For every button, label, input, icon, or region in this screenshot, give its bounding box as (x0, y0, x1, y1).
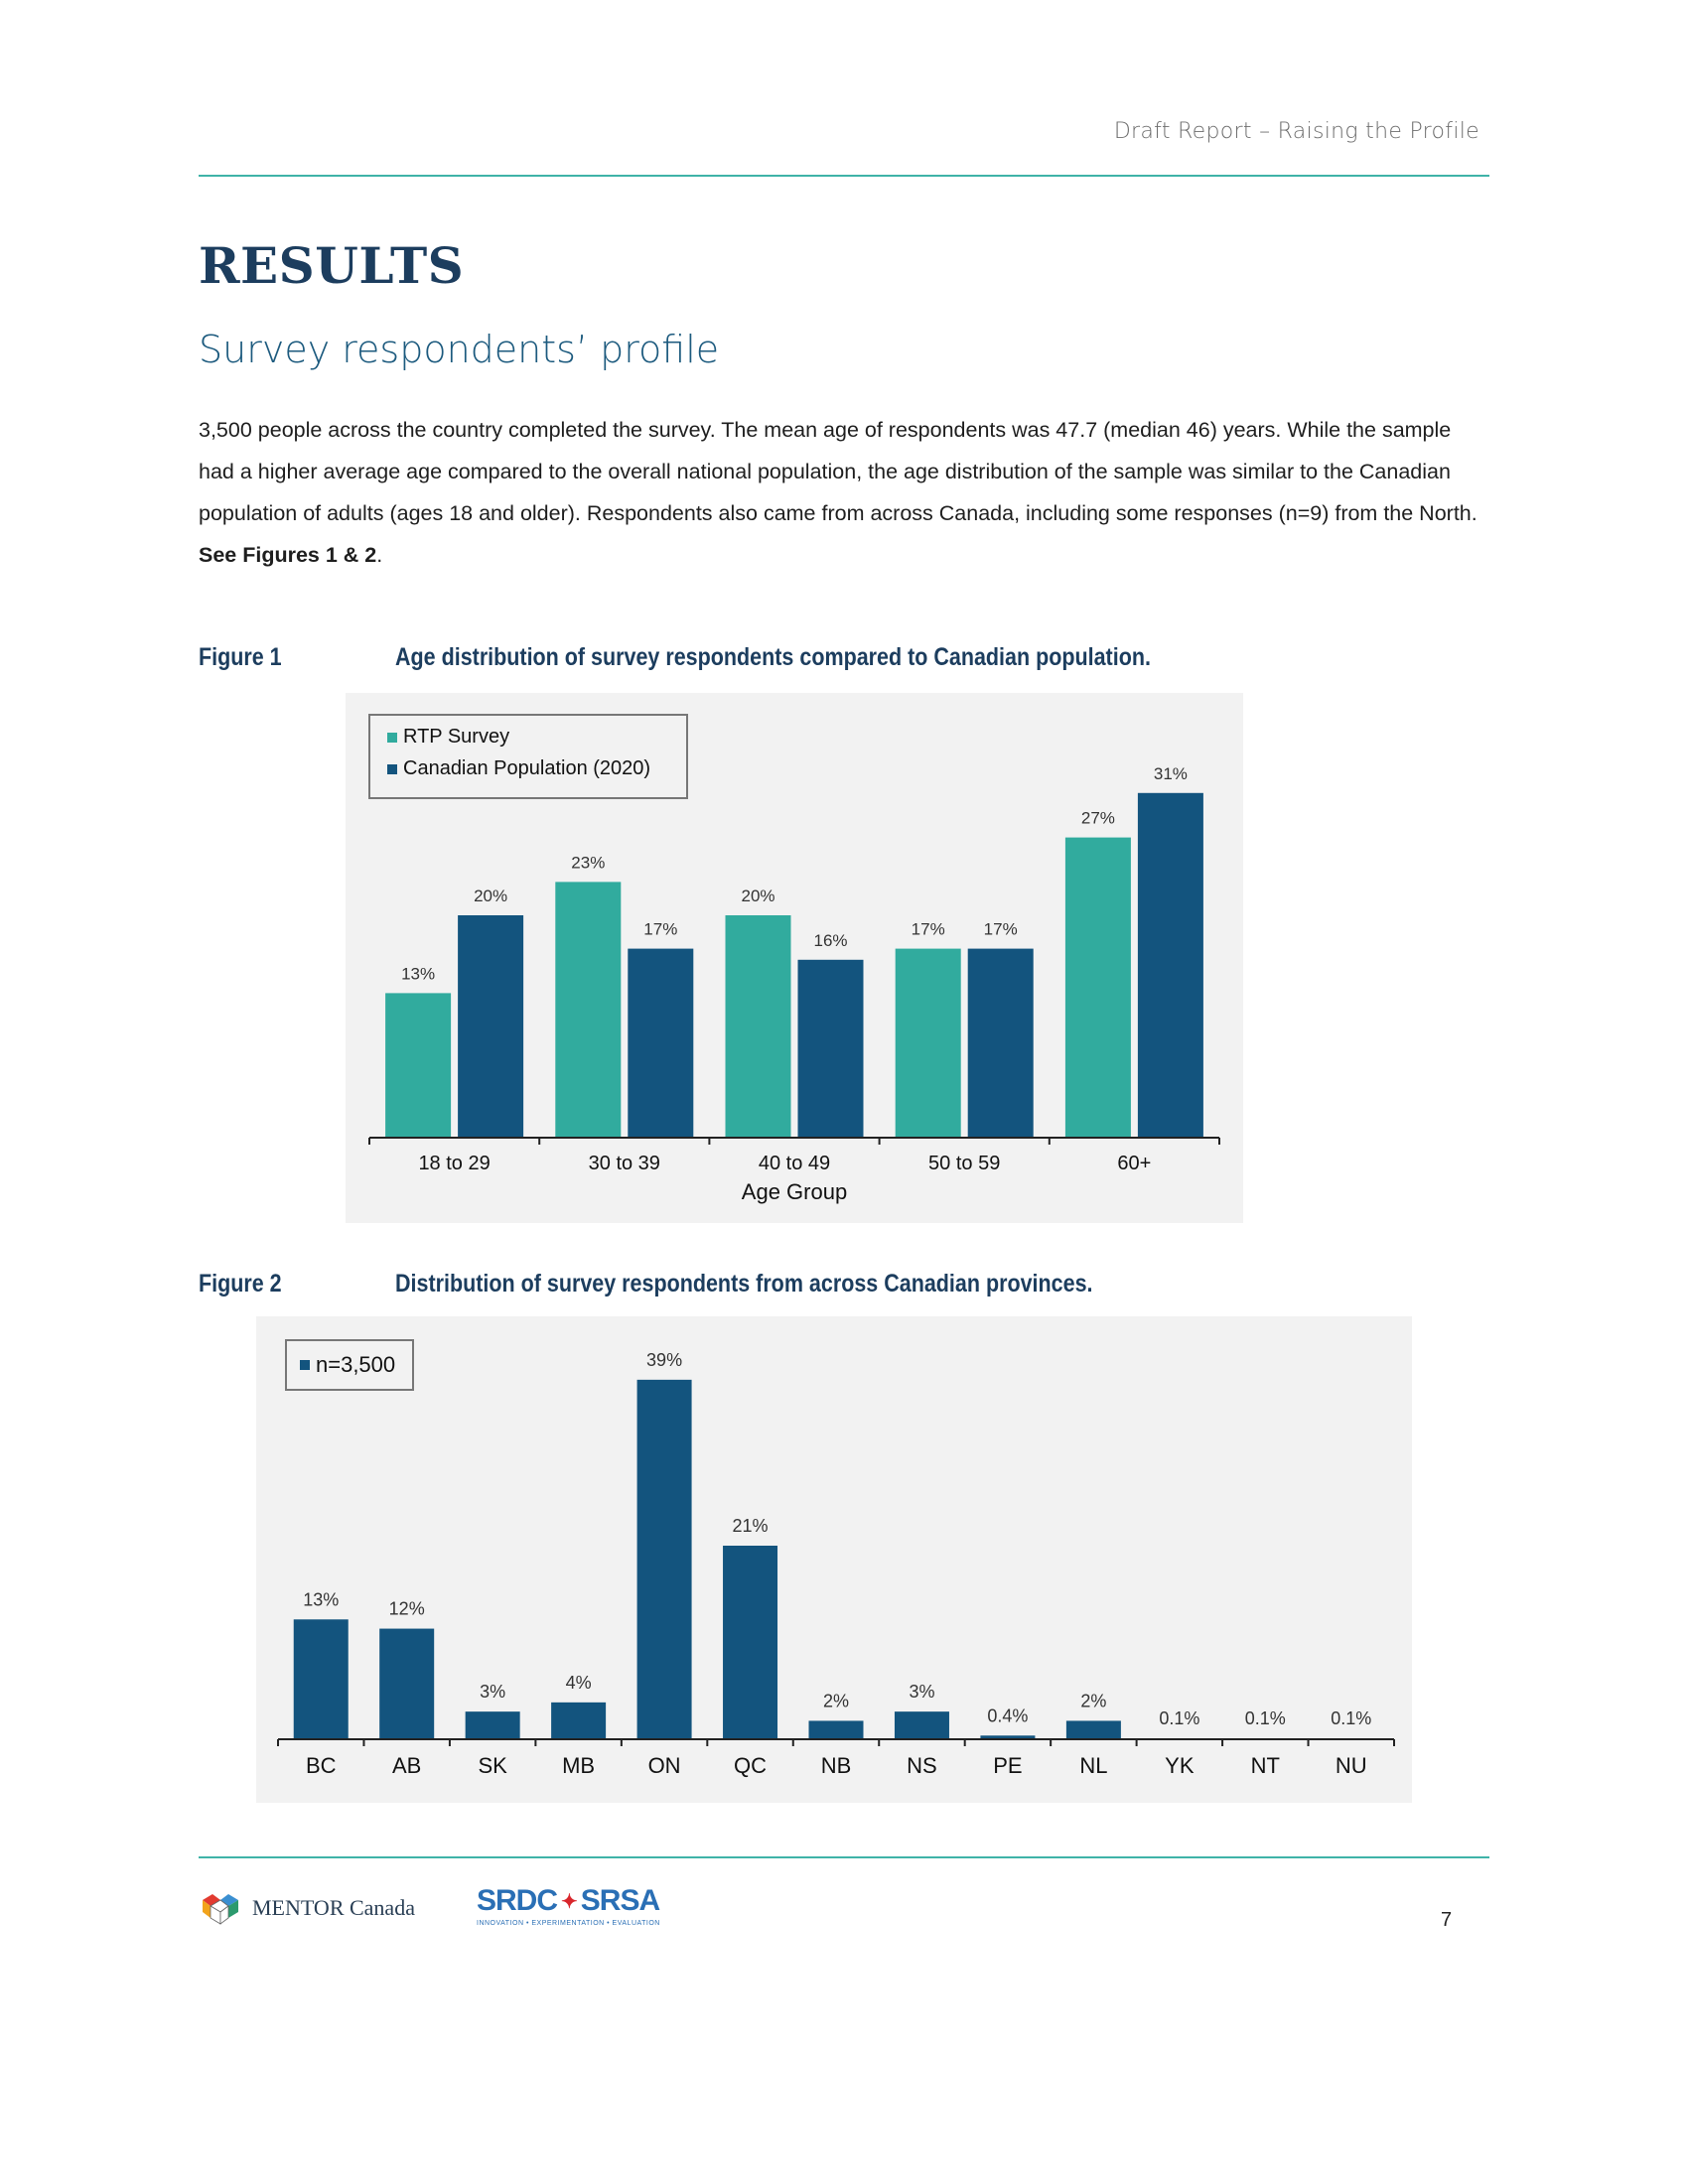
chart1-tick-label: 40 to 49 (759, 1153, 830, 1174)
footer-rule (199, 1856, 1489, 1858)
chart2-data-label: 0.1% (1245, 1708, 1286, 1728)
running-header: Draft Report – Raising the Profile (1113, 119, 1479, 144)
chart2-data-label: 0.1% (1159, 1708, 1199, 1728)
chart1-data-label: 13% (401, 964, 435, 983)
chart1-data-label: 20% (474, 887, 507, 905)
chart1-tick-label: 50 to 59 (928, 1153, 1000, 1174)
chart2-bar (894, 1711, 949, 1739)
chart2-tick-label: SK (478, 1753, 507, 1778)
chart1-tick-label: 60+ (1117, 1153, 1151, 1174)
chart2-data-label: 2% (823, 1691, 849, 1710)
chart2-bar (551, 1702, 607, 1739)
chart2-tick-label: PE (993, 1753, 1022, 1778)
chart2-legend (285, 1339, 414, 1391)
srsa-text: SRSA (580, 1884, 660, 1917)
chart1-data-label: 23% (571, 853, 605, 872)
chart2-legend-entry: n=3,500 (316, 1352, 395, 1377)
chart2-data-label: 0.4% (987, 1706, 1028, 1725)
chart2-data-label: 21% (733, 1516, 769, 1536)
chart1-data-label: 31% (1154, 764, 1188, 783)
chart1-data-label: 27% (1081, 809, 1115, 828)
chart2-bar (1065, 1720, 1121, 1739)
chart2-tick-label: MB (562, 1753, 595, 1778)
chart1-bar (458, 915, 524, 1138)
age-distribution-chart: 13% 20% 18 to 29 23% 17% 30 to 39 20% 16% 40 to … (346, 693, 1243, 1223)
chart1-tick-label: 30 to 39 (589, 1153, 660, 1174)
chart2-tick-label: NU (1336, 1753, 1367, 1778)
chart2-data-label: 12% (389, 1599, 425, 1619)
chart2-tick-label: AB (392, 1753, 421, 1778)
page-number: 7 (1441, 1909, 1453, 1931)
chart1-bar (385, 993, 452, 1138)
chart2-legend-swatch (300, 1360, 310, 1370)
chart2-bar (293, 1619, 349, 1739)
maple-leaf-icon: ✦ (561, 1890, 578, 1913)
chart2-tick-label: NL (1079, 1753, 1107, 1778)
chart2-bar (723, 1546, 778, 1739)
figure2-label: Figure 2 (199, 1270, 282, 1297)
srdc-tagline: INNOVATION • EXPERIMENTATION • EVALUATIO… (477, 1920, 660, 1927)
chart2-bar (379, 1628, 435, 1739)
chart2-tick-label: ON (648, 1753, 681, 1778)
figure2-title: Distribution of survey respondents from … (395, 1270, 1093, 1297)
chart1-bar (895, 948, 961, 1138)
chart1-bar (725, 915, 791, 1138)
chart2-tick-label: NS (907, 1753, 937, 1778)
chart1-data-label: 17% (912, 920, 945, 939)
chart1-bar (555, 882, 622, 1138)
chart2-data-label: 2% (1080, 1691, 1106, 1710)
header-rule (199, 175, 1489, 177)
chart1-bar (797, 959, 864, 1138)
figure1-title: Age distribution of survey respondents c… (395, 643, 1151, 671)
figure-reference: See Figures 1 & 2 (199, 543, 377, 567)
chart1-legend (368, 714, 688, 799)
srdc-text: SRDC (477, 1884, 558, 1917)
chart2-data-label: 39% (646, 1350, 682, 1370)
mentor-name: MENTOR Canada (252, 1895, 415, 1920)
section-title: RESULTS (199, 236, 465, 295)
chart2-tick-label: BC (306, 1753, 337, 1778)
chart2-bar (980, 1735, 1036, 1739)
chart2-tick-label: NT (1251, 1753, 1280, 1778)
chart2-data-label: 4% (566, 1673, 592, 1693)
province-distribution-chart: 13% BC 12% AB 3% SK 4% MB 39% ON 21% QC 2% NB 3% NS 0.4%… (256, 1316, 1412, 1803)
srdc-logo: SRDC ✦ SRSA INNOVATION • EXPERIMENTATION… (477, 1884, 660, 1927)
chart1-bar (1137, 792, 1203, 1138)
chart2-bar (465, 1711, 520, 1739)
chart1-data-label: 20% (741, 887, 774, 905)
paragraph-text: 3,500 people across the country complete… (199, 418, 1477, 525)
mentor-cube-icon (203, 1894, 238, 1925)
paragraph-tail: . (376, 543, 383, 567)
chart1-tick-label: 18 to 29 (418, 1153, 490, 1174)
figure1-label: Figure 1 (199, 643, 282, 671)
chart2-tick-label: NB (821, 1753, 852, 1778)
chart2-data-label: 0.1% (1331, 1708, 1371, 1728)
chart1-data-label: 17% (643, 920, 677, 939)
chart1-bar (1064, 837, 1131, 1138)
section-subtitle: Survey respondents’ profile (199, 328, 720, 371)
body-paragraph: 3,500 people across the country complete… (199, 409, 1489, 576)
chart1-data-label: 17% (984, 920, 1018, 939)
chart2-tick-label: QC (734, 1753, 767, 1778)
chart1-bar (628, 948, 694, 1138)
chart2-tick-label: YK (1165, 1753, 1195, 1778)
chart1-bar (967, 948, 1034, 1138)
chart1-legend-swatch (387, 764, 397, 774)
mentor-logo: MENTOR Canada (199, 1890, 415, 1926)
chart2-data-label: 13% (303, 1589, 339, 1609)
chart2-bar (808, 1720, 864, 1739)
chart1-data-label: 16% (813, 931, 847, 950)
chart2-data-label: 3% (480, 1682, 505, 1702)
chart1-legend-swatch (387, 733, 397, 743)
chart2-data-label: 3% (909, 1682, 934, 1702)
chart1-legend-entry: RTP Survey (403, 726, 509, 748)
chart2-bar (636, 1379, 692, 1739)
chart1-legend-entry: Canadian Population (2020) (403, 757, 650, 779)
chart1-x-axis-title: Age Group (742, 1179, 847, 1204)
